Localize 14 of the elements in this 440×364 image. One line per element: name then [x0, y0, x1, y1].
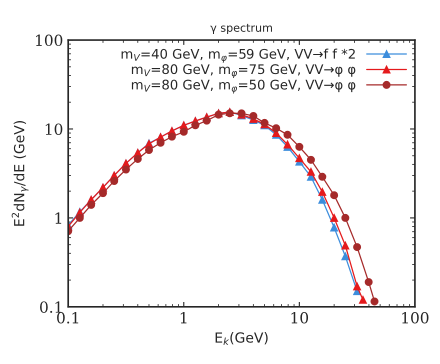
y-axis-title: E$^{2}$dN$_{γ}$/dE (GeV) — [12, 121, 29, 226]
x-axis-title: E$_{k}$(GeV) — [216, 332, 268, 345]
y-tick-label: 0.1 — [40, 301, 62, 313]
y-tick-label: 100 — [36, 34, 62, 46]
chart-title: γ spectrum — [210, 24, 272, 34]
x-tick-label: 1 — [180, 312, 186, 324]
legend-label: m$_{V}$=40 GeV, m$_{φ}$=59 GeV, VV→f f *2 — [122, 48, 355, 63]
x-tick-label: 10 — [291, 312, 308, 324]
x-tick-label: 0.1 — [57, 312, 78, 324]
x-tick-label: 100 — [402, 312, 428, 324]
y-tick-label: 1 — [55, 212, 62, 224]
legend-label: m$_{V}$=80 GeV, m$_{φ}$=50 GeV, VV→φ φ — [132, 80, 356, 94]
y-tick-label: 10 — [46, 123, 62, 135]
legend-label: m$_{V}$=80 GeV, m$_{φ}$=75 GeV, VV→φ φ — [132, 64, 356, 78]
